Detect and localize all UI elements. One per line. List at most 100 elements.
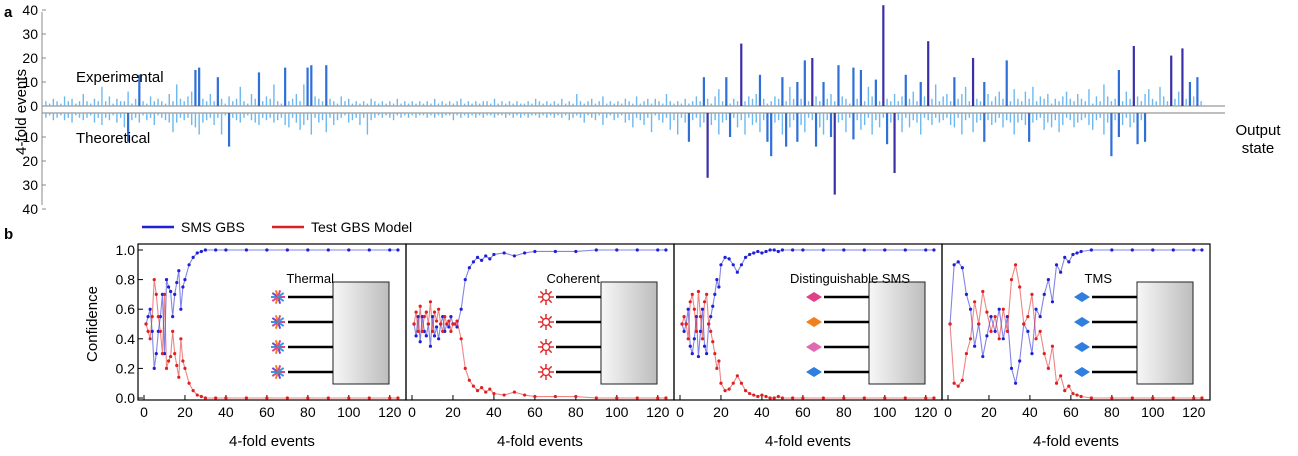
experimental-bar: [318, 98, 320, 106]
series-point: [148, 307, 152, 311]
theoretical-bar: [553, 113, 556, 118]
theoretical-bar: [946, 113, 948, 118]
series-point: [1042, 292, 1046, 296]
experimental-bar: [1084, 101, 1086, 106]
series-point: [1059, 374, 1063, 378]
experimental-bar: [419, 101, 421, 106]
series-point: [1063, 389, 1067, 393]
experimental-bar: [116, 98, 118, 106]
series-point: [428, 344, 433, 348]
experimental-bar: [837, 65, 840, 106]
theoretical-bar: [845, 113, 847, 133]
experimental-bar: [549, 103, 552, 106]
theoretical-bar: [829, 113, 833, 137]
experimental-bar: [396, 98, 399, 106]
experimental-bar: [172, 101, 174, 106]
experimental-bar: [164, 103, 167, 106]
series-point: [1171, 248, 1175, 252]
theoretical-bar: [1043, 113, 1045, 130]
series-point: [1075, 393, 1079, 397]
experimental-bar: [859, 70, 863, 106]
theoretical-bar: [209, 113, 212, 118]
experimental-bar: [273, 84, 275, 106]
experimental-bar: [819, 101, 821, 106]
series-point: [347, 248, 351, 252]
series-point: [719, 263, 723, 267]
experimental-bar: [1196, 77, 1199, 106]
experimental-bar: [800, 98, 802, 106]
experimental-bar: [224, 103, 227, 106]
theoretical-bar: [860, 113, 862, 130]
theoretical-bar: [127, 113, 130, 142]
series-point: [956, 384, 960, 388]
series-point: [1026, 329, 1030, 333]
theoretical-bar: [1006, 113, 1008, 121]
experimental-bar: [1002, 98, 1004, 106]
series-point: [214, 248, 218, 252]
series-point: [711, 304, 715, 308]
theoretical-bar: [1136, 113, 1139, 145]
experimental-bar: [93, 98, 96, 106]
thermal-source-icon: [271, 290, 285, 304]
series-point: [739, 263, 744, 267]
experimental-bar: [183, 101, 185, 106]
experimental-bar: [232, 101, 234, 106]
series-point: [203, 396, 208, 400]
theoretical-bar: [796, 113, 799, 142]
experimental-bar: [1073, 101, 1075, 106]
series-point: [502, 393, 506, 397]
series-point: [615, 396, 619, 400]
experimental-bar: [774, 96, 776, 106]
theoretical-bar: [262, 113, 264, 118]
series-point: [467, 378, 471, 382]
subplot-xlabel: 4-fold events: [765, 433, 851, 450]
theoretical-bar: [227, 113, 231, 147]
experimental-bar: [205, 101, 208, 106]
series-point: [1054, 263, 1059, 267]
theoretical-bar: [527, 113, 529, 118]
series-point: [418, 304, 422, 308]
xtick-label: 0: [408, 404, 416, 420]
series-point: [989, 315, 993, 319]
experimental-bar: [1155, 101, 1157, 106]
experimental-bar: [486, 101, 488, 106]
theoretical-bar: [220, 113, 223, 135]
experimental-bar: [71, 98, 73, 106]
theoretical-bar: [1028, 113, 1031, 142]
theoretical-bar: [407, 113, 410, 118]
series-point: [709, 329, 713, 333]
experimental-bar: [381, 101, 384, 106]
experimental-bar: [348, 98, 350, 106]
theoretical-bar: [303, 113, 305, 125]
experimental-bar: [942, 96, 944, 106]
series-point: [956, 260, 960, 264]
ytick-label: 10: [22, 74, 38, 90]
experimental-bar: [415, 103, 417, 106]
theoretical-bar: [71, 113, 73, 123]
experimental-bar: [639, 103, 642, 106]
experimental-bar: [295, 94, 298, 106]
theoretical-bar: [774, 113, 776, 123]
experimental-bar: [1177, 91, 1180, 106]
theoretical-bar: [1062, 113, 1064, 125]
coherent-source-icon: [538, 289, 554, 305]
experimental-bar: [1106, 96, 1109, 106]
series-point: [1001, 337, 1005, 341]
theoretical-bar: [104, 113, 107, 118]
experimental-bar: [1024, 91, 1027, 106]
theoretical-bar: [1002, 113, 1004, 128]
theoretical-bar: [392, 113, 395, 121]
experimental-bar: [138, 74, 141, 106]
theoretical-bar: [538, 113, 541, 118]
series-point: [455, 319, 459, 323]
experimental-bar: [710, 103, 713, 106]
experimental-bar: [863, 101, 866, 106]
subplot-title: Coherent: [547, 271, 601, 286]
legend-label-test: Test GBS Model: [311, 219, 412, 235]
experimental-bar: [385, 103, 387, 106]
experimental-bar: [411, 101, 413, 106]
theoretical-bar: [534, 113, 537, 116]
experimental-bar: [901, 96, 903, 106]
subplot-xlabel: 4-fold events: [229, 433, 315, 450]
xtick-label: 0: [140, 404, 148, 420]
